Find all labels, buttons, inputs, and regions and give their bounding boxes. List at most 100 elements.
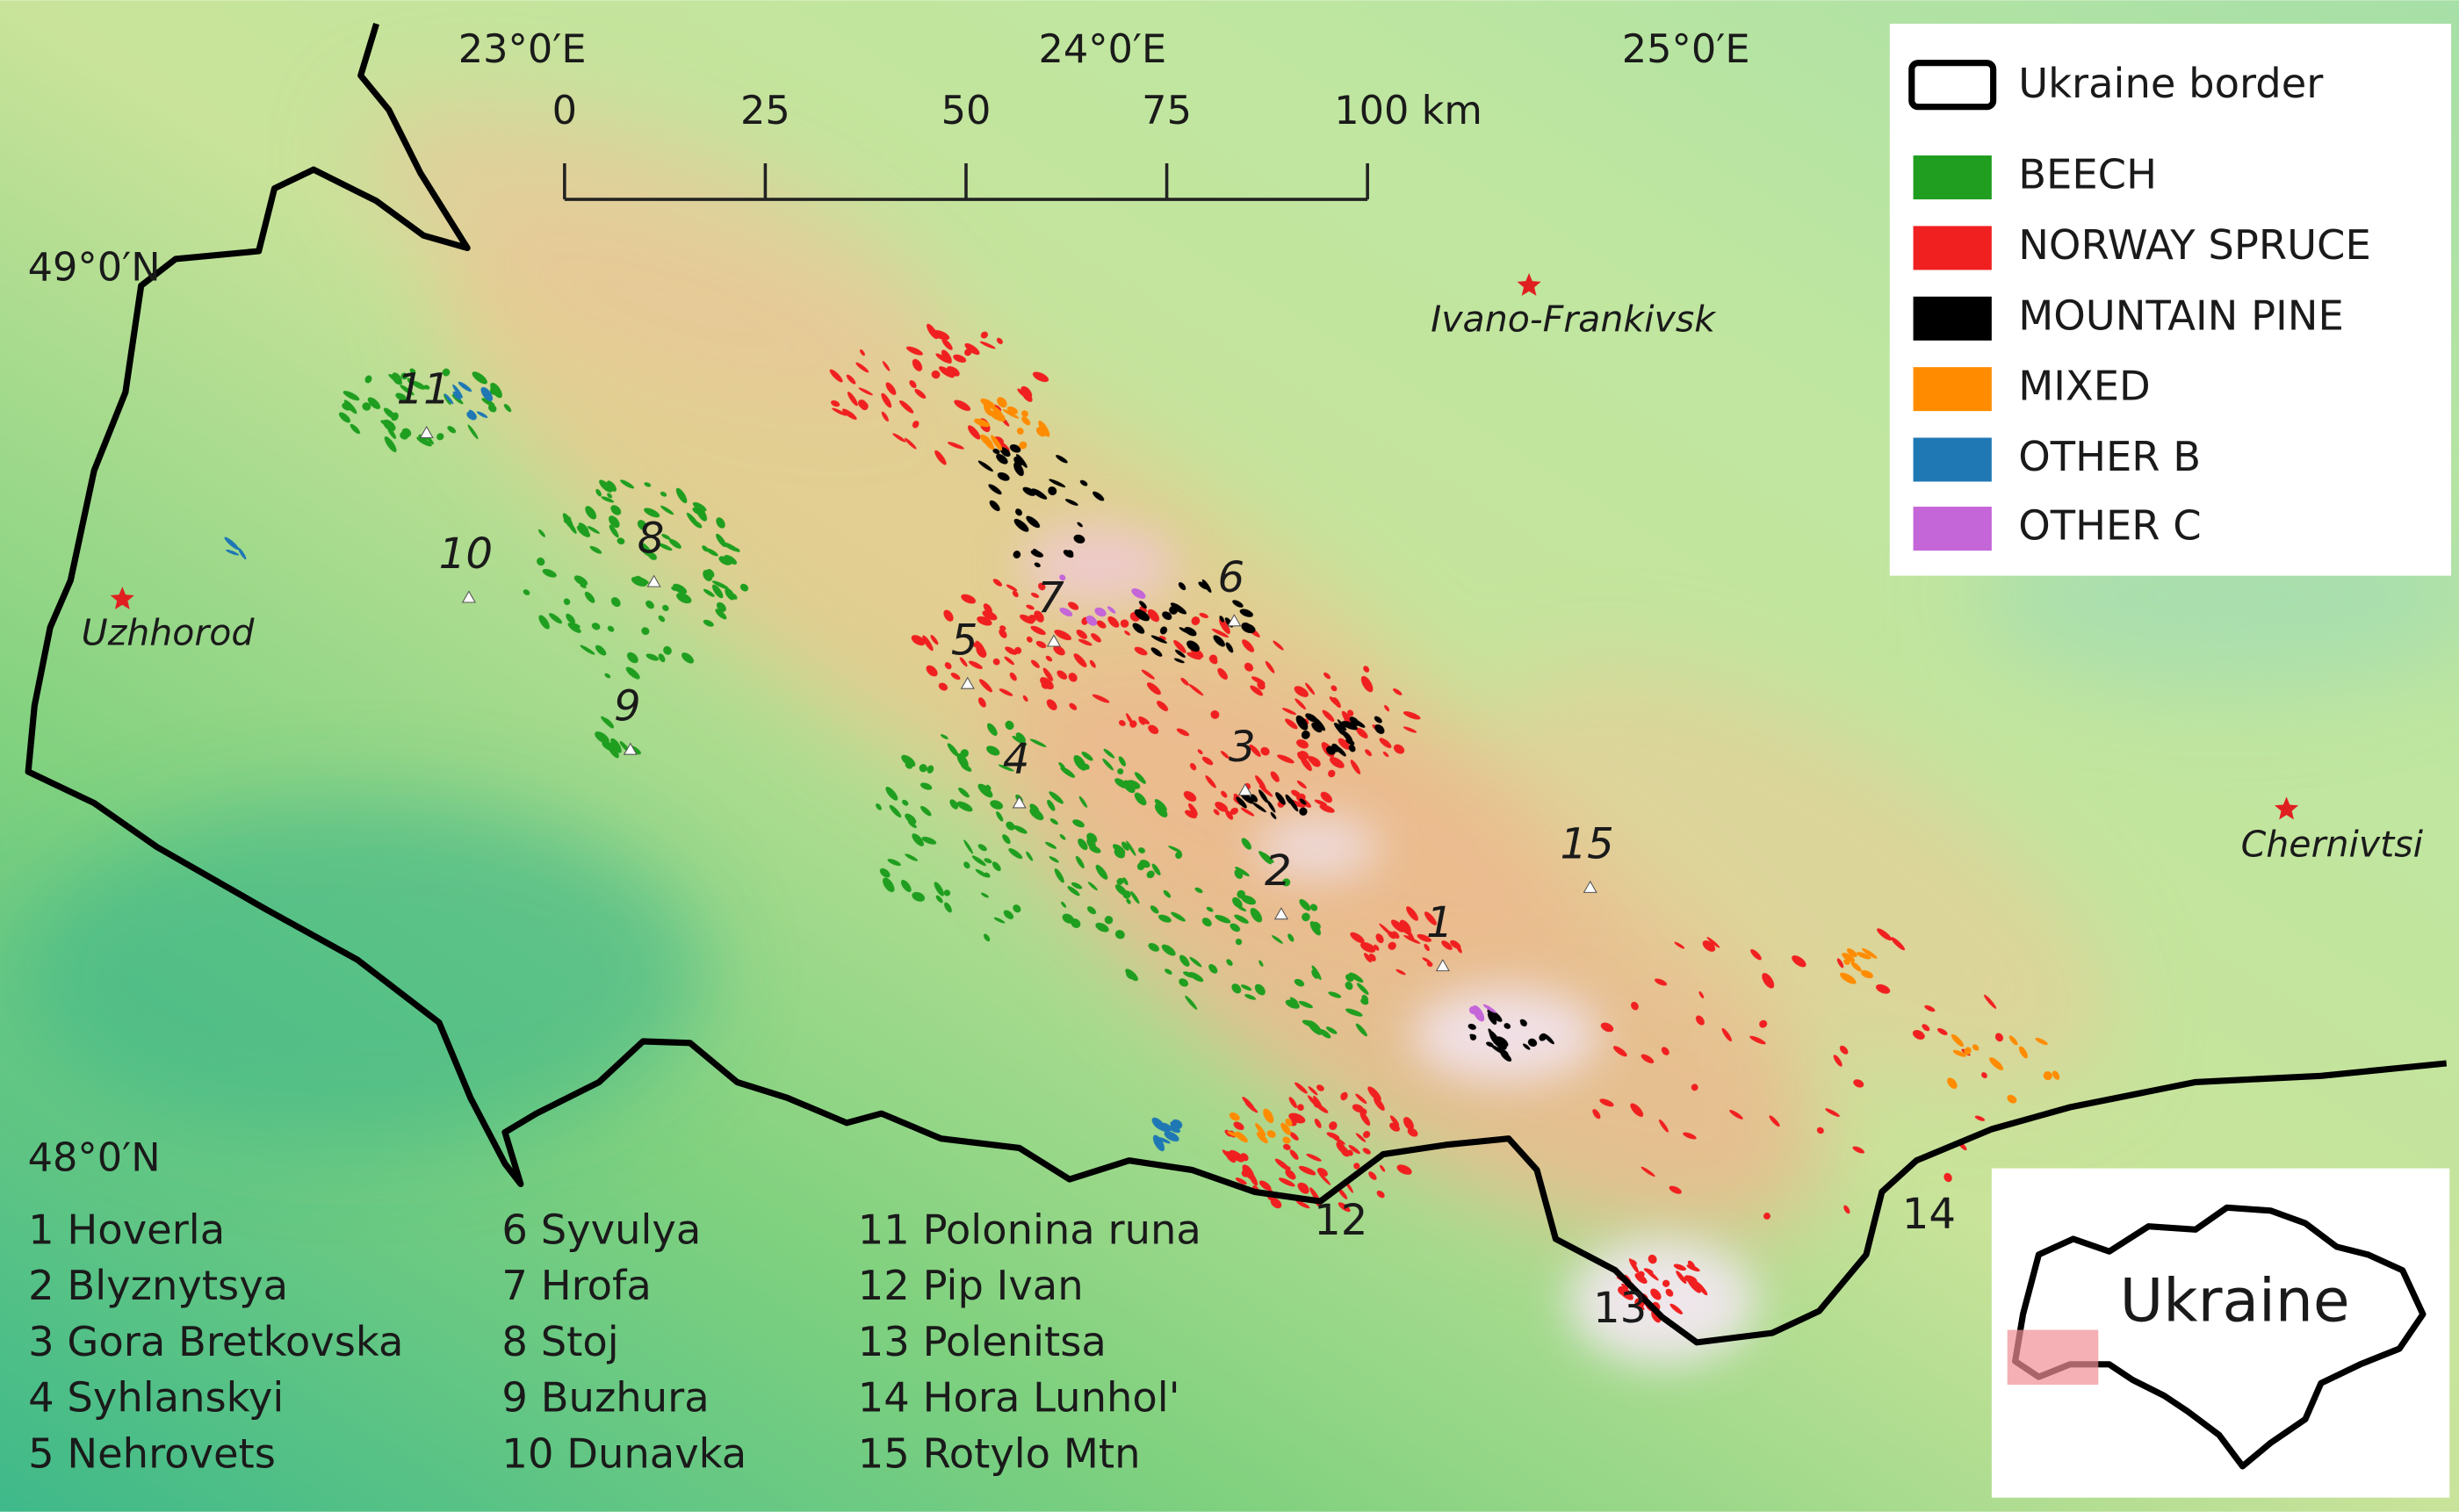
forest-patch: [977, 697, 986, 708]
forest-patch: [1235, 938, 1243, 946]
forest-patch: [921, 836, 937, 845]
forest-patch: [1655, 978, 1668, 986]
forest-patch: [943, 889, 951, 896]
forest-patch: [1034, 562, 1041, 568]
forest-patch: [1152, 1134, 1165, 1152]
forest-patch: [1311, 969, 1318, 979]
forest-patch: [1348, 1144, 1360, 1155]
forest-patch: [1026, 851, 1034, 861]
forest-patch: [931, 370, 941, 379]
forest-patch: [1003, 910, 1014, 919]
forest-patch: [1059, 834, 1066, 840]
peak-list-item: 12 Pip Ivan: [858, 1262, 1084, 1309]
forest-patch: [1092, 694, 1110, 703]
forest-patch: [1673, 1264, 1686, 1271]
forest-patch: [1266, 1130, 1276, 1138]
forest-patch: [1030, 625, 1046, 636]
forest-patch: [661, 534, 671, 540]
forest-patch: [1520, 1021, 1527, 1027]
forest-patch: [1008, 848, 1023, 860]
forest-patch: [1403, 934, 1421, 944]
forest-patch: [1225, 642, 1234, 653]
peak-number: 3: [1229, 723, 1256, 772]
forest-patch: [1843, 1205, 1850, 1214]
forest-patch: [1118, 756, 1126, 767]
forest-patch: [466, 411, 477, 421]
forest-patch: [1296, 739, 1309, 749]
forest-patch: [986, 723, 998, 736]
forest-patch: [1846, 947, 1857, 958]
forest-patch: [901, 754, 916, 767]
forest-patch: [537, 557, 545, 566]
forest-patch: [1250, 794, 1258, 803]
forest-patch: [1669, 1185, 1682, 1194]
forest-patch: [996, 453, 1008, 464]
forest-patch: [538, 615, 550, 630]
forest-patch: [935, 895, 943, 904]
forest-patch: [1030, 550, 1043, 558]
forest-patch: [1294, 1082, 1308, 1094]
forest-patch: [985, 784, 992, 790]
forest-patch: [1134, 646, 1148, 656]
peak-marker: [623, 742, 638, 755]
forest-patch: [711, 584, 724, 599]
forest-patch: [607, 493, 613, 499]
forest-patch: [1231, 983, 1242, 994]
peak-number: 6: [1217, 553, 1244, 602]
forest-patch: [904, 437, 917, 450]
peak-number: 15: [1560, 820, 1613, 869]
city-marker: [2275, 796, 2299, 820]
forest-patch: [980, 398, 996, 409]
forest-patch: [673, 583, 688, 594]
scale-label: 75: [1142, 88, 1192, 133]
forest-patch: [905, 813, 917, 824]
forest-patch: [384, 436, 397, 453]
forest-patch: [1240, 807, 1255, 817]
forest-patch: [350, 423, 360, 435]
forest-patch: [1154, 803, 1168, 817]
forest-patch: [1395, 968, 1406, 976]
forest-patch: [1162, 611, 1172, 621]
forest-patch: [841, 408, 857, 420]
forest-patch: [595, 731, 609, 744]
forest-patch: [1049, 791, 1064, 804]
forest-patch: [1219, 618, 1230, 635]
forest-patch: [367, 397, 381, 409]
forest-patch: [899, 400, 914, 414]
forest-patch: [934, 450, 947, 465]
forest-patch: [1399, 919, 1411, 935]
forest-patch: [549, 613, 562, 624]
forest-patch: [1319, 1028, 1331, 1039]
forest-patch: [1032, 371, 1049, 383]
forest-patch: [1951, 1033, 1964, 1047]
forest-patch: [606, 480, 617, 492]
forest-patch: [1316, 1084, 1324, 1091]
forest-patch: [1230, 923, 1241, 932]
forest-patch: [984, 858, 992, 864]
forest-patch: [1634, 1272, 1648, 1285]
peak-number: 9: [614, 681, 641, 731]
forest-patch: [436, 433, 444, 441]
forest-patch: [563, 598, 571, 606]
forest-patch: [451, 394, 464, 405]
forest-patch: [1299, 899, 1311, 911]
forest-patch: [1308, 1086, 1318, 1096]
forest-patch: [1403, 726, 1417, 733]
forest-patch: [1254, 983, 1266, 996]
forest-patch: [658, 543, 673, 551]
legend-label: Ukraine border: [2018, 60, 2324, 107]
forest-patch: [1335, 745, 1346, 757]
forest-patch: [392, 372, 402, 385]
forest-patch: [883, 877, 895, 893]
forest-patch: [1263, 1108, 1274, 1124]
forest-patch: [1095, 922, 1109, 932]
forest-patch: [1147, 608, 1160, 623]
forest-patch: [1981, 1072, 1987, 1079]
peak-marker: [1046, 634, 1062, 647]
forest-patch: [681, 652, 695, 664]
forest-patch: [1325, 1026, 1338, 1034]
forest-patch: [1071, 882, 1083, 889]
peak-list-item: 5 Nehrovets: [28, 1429, 276, 1477]
forest-patch: [1363, 666, 1370, 673]
forest-patch: [1126, 780, 1141, 789]
